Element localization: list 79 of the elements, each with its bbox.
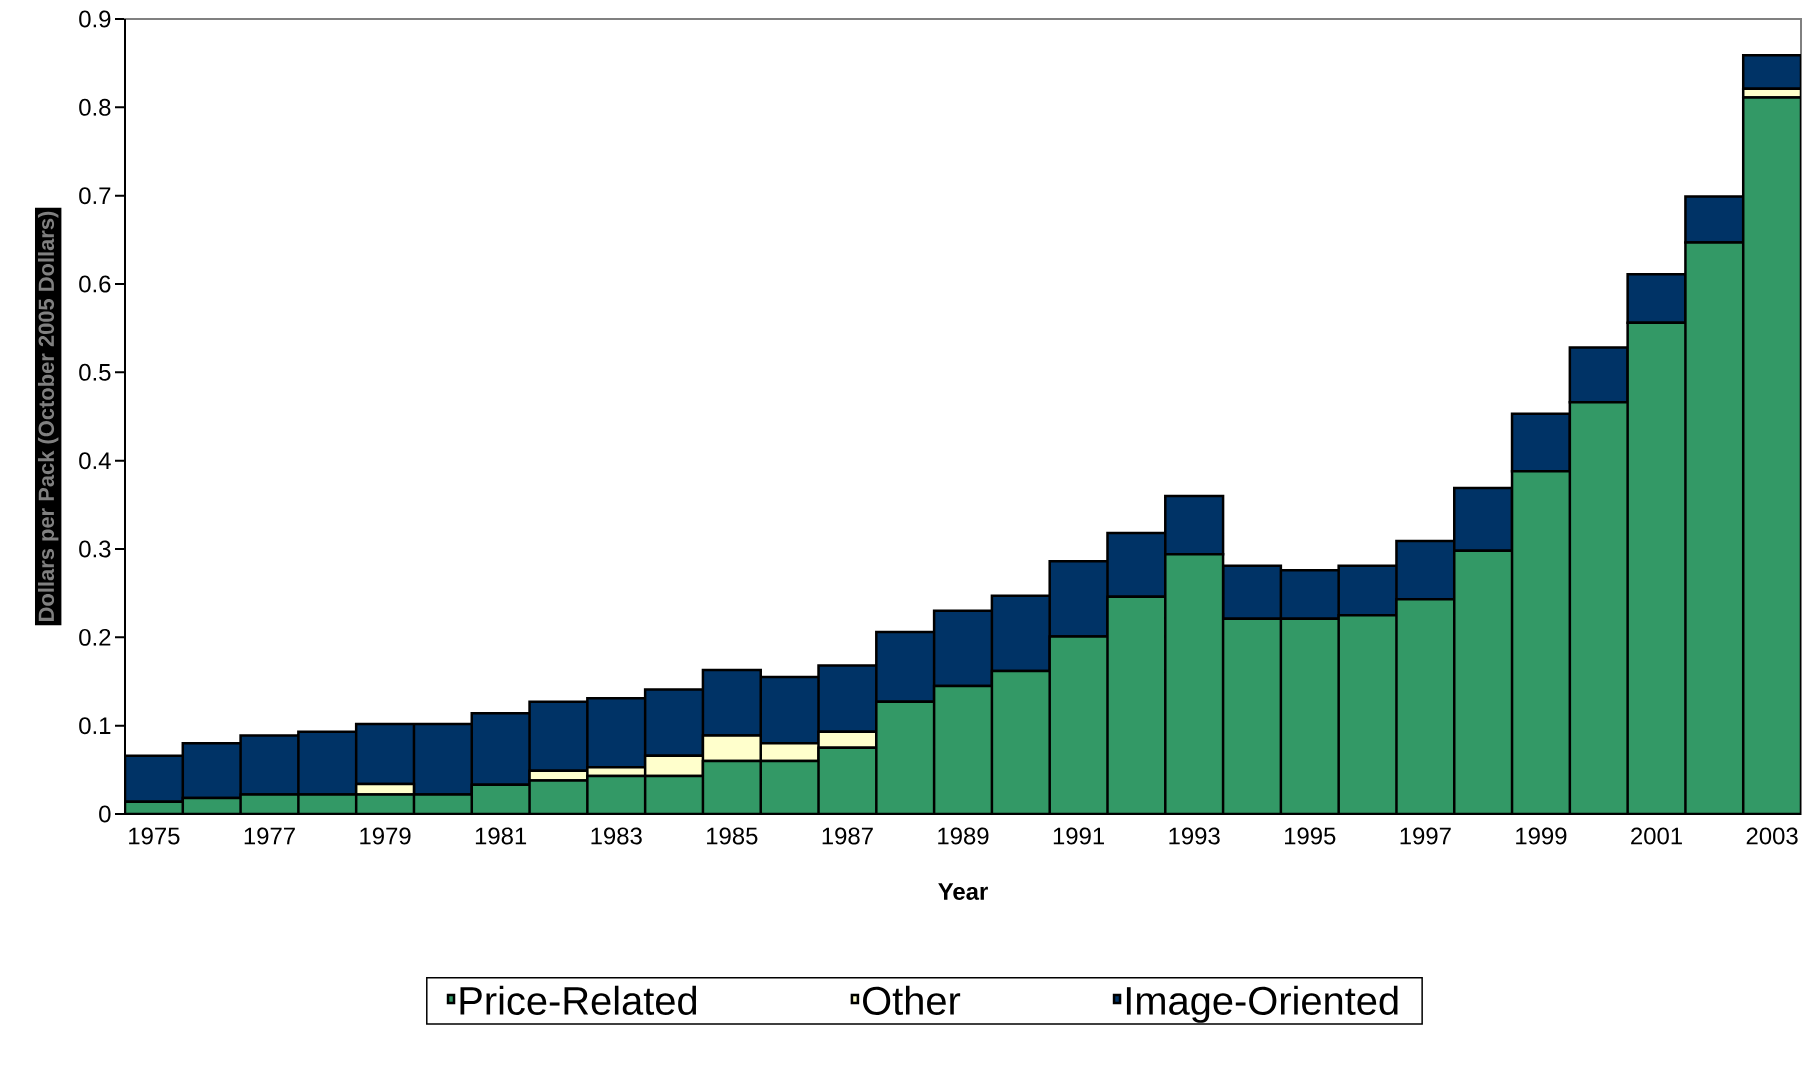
bar [1741,96,1802,814]
bar [1279,568,1340,621]
x-tick-label: 1979 [360,827,411,845]
bar [701,759,762,814]
x-tick-label: 2003 [1746,827,1798,845]
bar [1510,470,1572,814]
bar [701,668,762,737]
y-tick-label: 0.9 [79,10,111,28]
bar [586,697,647,769]
y-tick-label: 0.1 [79,717,111,735]
bar [1626,273,1687,325]
x-tick-label: 1975 [129,827,180,845]
bar [759,675,820,745]
bar [1568,401,1629,814]
bar [1453,549,1514,814]
bar [932,609,994,688]
x-tick-label: 1987 [822,827,873,845]
x-tick-label: 1983 [591,827,642,845]
y-tick-label: 0.6 [79,275,111,293]
x-tick-label: 1999 [1516,827,1567,845]
x-tick-label: 1993 [1169,827,1220,845]
bar [1164,553,1225,814]
bar [643,774,705,814]
bar [586,774,647,814]
bar [1221,564,1283,621]
y-tick-label: 0.2 [79,628,111,646]
bar [1510,412,1572,473]
y-tick-label: 0.3 [79,540,111,558]
x-tick-label: 2001 [1631,827,1682,845]
bar [1106,595,1167,814]
bar [759,759,820,814]
bar [354,722,416,786]
bar [1164,494,1225,556]
bar [239,734,300,796]
bar [875,630,936,704]
y-tick-label: 0.8 [79,98,111,116]
bar [1626,321,1687,814]
bar [297,730,358,796]
bar [817,746,878,814]
bar [470,712,531,787]
bar [528,700,589,772]
bar [875,700,936,814]
bar [1221,617,1283,814]
bar [1395,539,1456,601]
x-tick-label: 1977 [244,827,295,845]
x-tick-label: 1991 [1053,827,1104,845]
y-tick-label: 0 [99,805,111,823]
bar [1048,635,1109,814]
bar [1337,614,1398,814]
legend-label: Price-Related [460,985,697,1015]
bar [1106,531,1167,598]
bar [1337,564,1398,617]
y-tick-label: 0.7 [79,187,111,205]
bar [412,722,474,796]
y-axis-title: Dollars per Pack (October 2005 Dollars) [37,211,59,621]
bar [1395,598,1456,814]
bar [1741,53,1802,91]
legend-label: Image-Oriented [1126,985,1398,1023]
x-tick-label: 1981 [475,827,527,845]
y-tick-label: 0.5 [79,363,111,381]
legend-label: Other [863,985,961,1015]
bar [817,664,878,734]
bar [643,688,705,757]
bar [125,754,185,803]
x-axis-title: Year [938,883,988,900]
bar [1048,560,1109,638]
x-tick-label: 1997 [1400,827,1451,845]
bar [932,684,994,814]
bar [1568,346,1629,404]
bar [990,669,1051,814]
bar [990,594,1051,673]
bar [181,742,242,800]
x-tick-label: 1985 [707,827,758,845]
x-tick-label: 1989 [938,827,989,845]
bar [1279,617,1340,814]
y-tick-label: 0.4 [79,452,111,470]
x-tick-label: 1995 [1285,827,1336,845]
bar [1684,241,1745,814]
bar [1453,486,1514,553]
